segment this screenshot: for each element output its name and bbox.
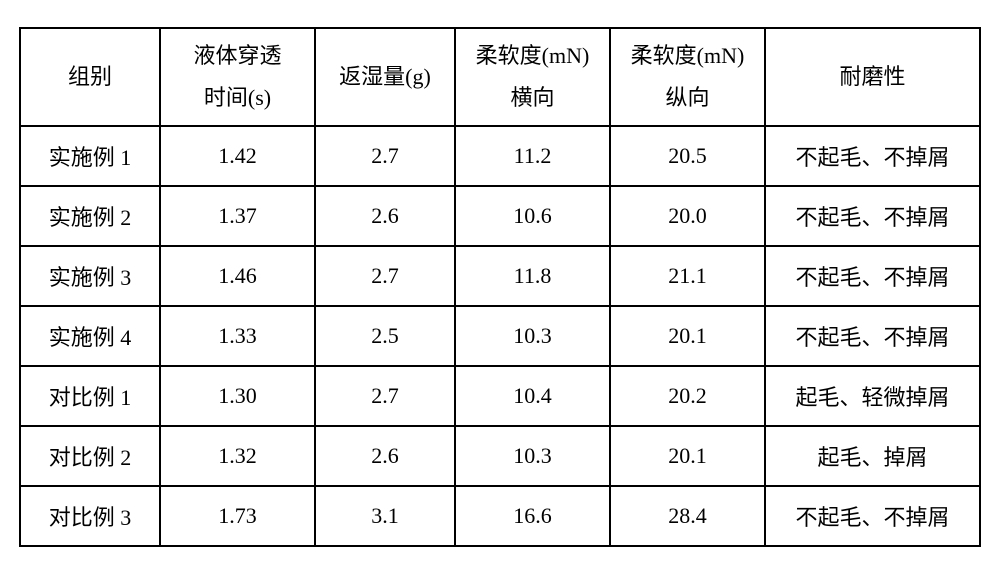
header-cell-3: 柔软度(mN) 横向 [455,28,610,126]
cell: 起毛、轻微掉屑 [765,366,980,426]
cell: 1.42 [160,126,315,186]
cell: 2.6 [315,186,455,246]
table-row: 实施例 1 1.42 2.7 11.2 20.5 不起毛、不掉屑 [20,126,980,186]
header-line: 柔软度(mN) [456,35,609,77]
cell: 10.3 [455,426,610,486]
cell: 1.32 [160,426,315,486]
cell: 20.5 [610,126,765,186]
cell: 21.1 [610,246,765,306]
header-line: 耐磨性 [766,56,979,98]
cell: 11.8 [455,246,610,306]
header-line: 液体穿透 [161,35,314,77]
cell: 20.1 [610,426,765,486]
cell: 2.7 [315,126,455,186]
data-table: 组别 液体穿透 时间(s) 返湿量(g) 柔软度(mN) 横向 柔软度(mN) … [19,27,981,547]
cell: 10.6 [455,186,610,246]
cell: 实施例 1 [20,126,160,186]
table-row: 实施例 3 1.46 2.7 11.8 21.1 不起毛、不掉屑 [20,246,980,306]
cell: 不起毛、不掉屑 [765,246,980,306]
header-cell-5: 耐磨性 [765,28,980,126]
header-line: 返湿量(g) [316,56,454,98]
cell: 实施例 4 [20,306,160,366]
cell: 不起毛、不掉屑 [765,306,980,366]
header-row: 组别 液体穿透 时间(s) 返湿量(g) 柔软度(mN) 横向 柔软度(mN) … [20,28,980,126]
cell: 对比例 2 [20,426,160,486]
cell: 1.37 [160,186,315,246]
table-row: 实施例 4 1.33 2.5 10.3 20.1 不起毛、不掉屑 [20,306,980,366]
table-row: 对比例 2 1.32 2.6 10.3 20.1 起毛、掉屑 [20,426,980,486]
cell: 对比例 1 [20,366,160,426]
cell: 2.7 [315,246,455,306]
table-body: 实施例 1 1.42 2.7 11.2 20.5 不起毛、不掉屑 实施例 2 1… [20,126,980,546]
table-row: 对比例 1 1.30 2.7 10.4 20.2 起毛、轻微掉屑 [20,366,980,426]
table-row: 对比例 3 1.73 3.1 16.6 28.4 不起毛、不掉屑 [20,486,980,546]
cell: 11.2 [455,126,610,186]
cell: 28.4 [610,486,765,546]
cell: 实施例 2 [20,186,160,246]
cell: 2.5 [315,306,455,366]
header-line: 纵向 [611,77,764,119]
cell: 3.1 [315,486,455,546]
cell: 起毛、掉屑 [765,426,980,486]
cell: 16.6 [455,486,610,546]
cell: 1.46 [160,246,315,306]
header-line: 柔软度(mN) [611,35,764,77]
cell: 10.4 [455,366,610,426]
cell: 不起毛、不掉屑 [765,486,980,546]
table-head: 组别 液体穿透 时间(s) 返湿量(g) 柔软度(mN) 横向 柔软度(mN) … [20,28,980,126]
cell: 不起毛、不掉屑 [765,126,980,186]
cell: 1.30 [160,366,315,426]
cell: 20.1 [610,306,765,366]
cell: 20.0 [610,186,765,246]
table-row: 实施例 2 1.37 2.6 10.6 20.0 不起毛、不掉屑 [20,186,980,246]
cell: 对比例 3 [20,486,160,546]
cell: 2.6 [315,426,455,486]
header-line: 时间(s) [161,77,314,119]
cell: 1.33 [160,306,315,366]
header-cell-2: 返湿量(g) [315,28,455,126]
cell: 不起毛、不掉屑 [765,186,980,246]
cell: 2.7 [315,366,455,426]
cell: 1.73 [160,486,315,546]
cell: 实施例 3 [20,246,160,306]
header-cell-1: 液体穿透 时间(s) [160,28,315,126]
header-cell-0: 组别 [20,28,160,126]
cell: 20.2 [610,366,765,426]
header-cell-4: 柔软度(mN) 纵向 [610,28,765,126]
header-line: 组别 [21,56,159,98]
cell: 10.3 [455,306,610,366]
header-line: 横向 [456,77,609,119]
